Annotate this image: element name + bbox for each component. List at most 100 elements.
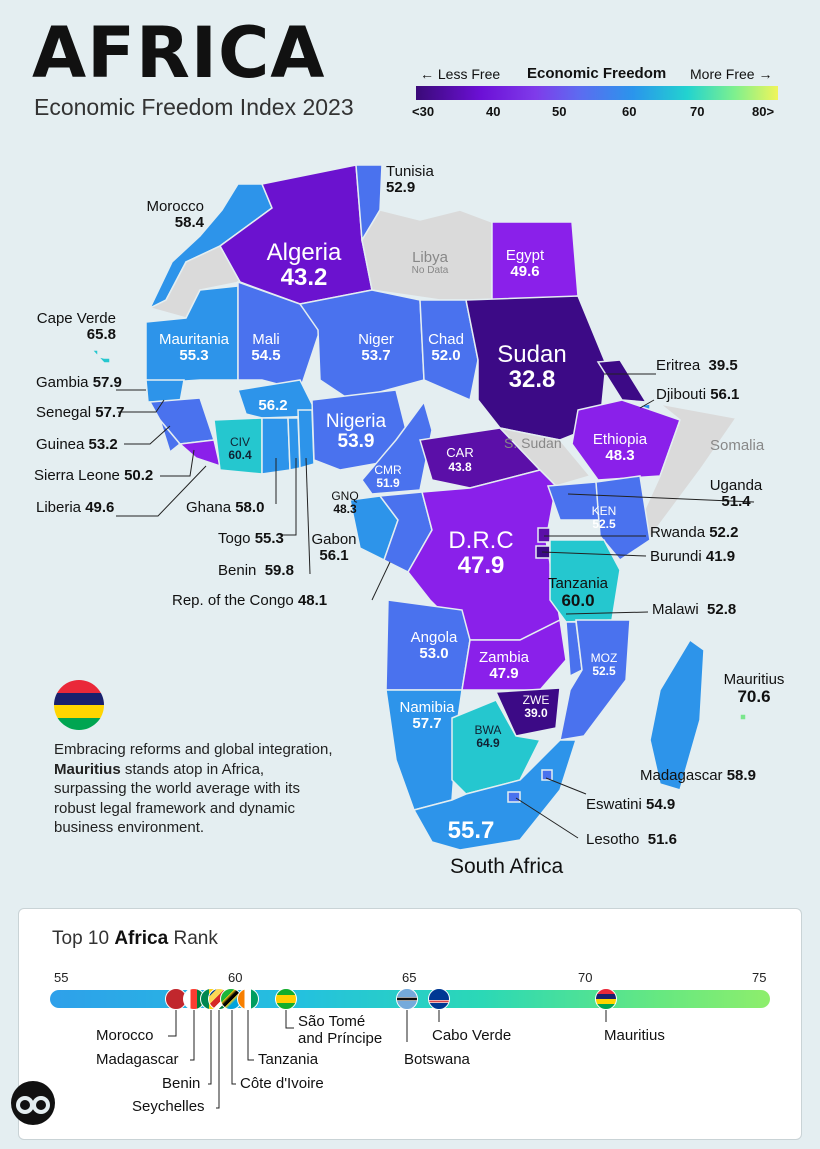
legend-more-free-label: More Free → — [690, 66, 773, 82]
flag-sao-tome-icon — [275, 988, 297, 1010]
region-botswana — [451, 699, 542, 795]
rank-title: Top 10 Africa Rank — [52, 928, 218, 949]
leader-lines — [116, 373, 755, 839]
region-mozambique — [559, 619, 631, 741]
africa-map — [90, 164, 755, 851]
label-civ: CIV 60.4 — [228, 435, 252, 462]
region-rwanda — [537, 527, 551, 543]
label-malawi: Malawi 52.8 — [652, 601, 737, 618]
mauritius-flag-icon — [54, 680, 104, 730]
label-egypt: Egypt 49.6 — [505, 247, 545, 280]
rank-label-seychelles: Seychelles — [132, 1098, 205, 1115]
label-botswana: BWA 64.9 — [474, 723, 502, 750]
flag-cabo-verde-icon — [428, 988, 450, 1010]
legend-less-free-label: ← Less Free — [420, 66, 501, 82]
page-title: AFRICA — [32, 12, 326, 94]
legend-tick: 50 — [552, 104, 567, 119]
label-eswatini: Eswatini 54.9 — [586, 796, 676, 813]
region-chad — [419, 299, 479, 402]
label-mali: Mali 54.5 — [251, 331, 281, 364]
region-sierra-leone — [159, 419, 182, 454]
label-burundi: Burundi 41.9 — [650, 548, 736, 565]
label-mauritania: Mauritania 55.3 — [158, 331, 230, 364]
region-south-sudan — [497, 426, 592, 487]
label-chad: Chad 52.0 — [428, 331, 464, 364]
label-senegal: Senegal 57.7 — [36, 404, 125, 421]
legend-tick: <30 — [412, 104, 435, 119]
label-burkina-faso: 56.2 — [258, 397, 288, 414]
brand-logo-icon — [11, 1081, 55, 1125]
rank-label-sao-tome: São Tomé and Príncipe — [298, 1013, 383, 1047]
label-guinea: Guinea 53.2 — [36, 436, 118, 453]
label-sudan: Sudan 32.8 — [497, 341, 567, 394]
rank-axis-tick: 75 — [752, 970, 767, 985]
label-algeria: Algeria 43.2 — [266, 239, 342, 292]
label-niger: Niger 53.7 — [358, 331, 394, 364]
region-liberia — [178, 439, 222, 468]
label-ghana: Ghana 58.0 — [186, 499, 265, 516]
label-mozambique: MOZ 52.5 — [590, 651, 618, 678]
legend-gradient-bar — [416, 86, 778, 100]
label-south-sudan: S. Sudan — [504, 435, 562, 451]
region-lesotho — [507, 791, 521, 803]
label-congo: Rep. of the Congo 48.1 — [172, 592, 328, 609]
label-zambia: Zambia 47.9 — [478, 649, 530, 682]
label-nigeria: Nigeria 53.9 — [325, 411, 387, 452]
legend-tick: 70 — [690, 104, 705, 119]
region-south-africa — [412, 739, 578, 851]
rank-label-cabo-verde: Cabo Verde — [432, 1027, 512, 1044]
label-gabon: Gabon 56.1 — [311, 531, 357, 564]
label-togo: Togo 55.3 — [218, 530, 284, 547]
label-gambia: Gambia 57.9 — [36, 374, 122, 391]
region-niger — [298, 289, 425, 401]
label-lesotho: Lesotho 51.6 — [586, 831, 677, 848]
legend-title: Economic Freedom — [527, 65, 667, 82]
region-burkina — [237, 379, 320, 419]
rank-leader-lines — [168, 1010, 607, 1109]
label-sierra-leone: Sierra Leone 50.2 — [34, 467, 154, 484]
rank-label-morocco: Morocco — [96, 1027, 154, 1044]
label-drc: D.R.C 47.9 — [448, 527, 514, 580]
region-senegal — [145, 379, 185, 403]
label-car: CAR 43.8 — [446, 445, 474, 474]
rank-label-tanzania: Tanzania — [258, 1051, 319, 1068]
flag-botswana-icon — [396, 988, 418, 1010]
label-cmr: CMR 51.9 — [374, 463, 402, 490]
page-subtitle: Economic Freedom Index 2023 — [34, 94, 354, 120]
flag-mauritius-icon — [595, 988, 617, 1010]
label-morocco: Morocco 58.4 — [146, 198, 204, 231]
label-eritrea: Eritrea 39.5 — [656, 357, 738, 374]
region-benin — [297, 409, 315, 469]
label-south-africa-value: 55.7 — [447, 817, 495, 844]
rank-axis-tick: 55 — [54, 970, 69, 985]
legend-tick: 60 — [622, 104, 637, 119]
label-benin: Benin 59.8 — [218, 562, 294, 579]
label-rwanda: Rwanda 52.2 — [650, 524, 739, 541]
legend-tick: 80> — [752, 104, 775, 119]
region-zimbabwe — [494, 687, 561, 737]
rank-axis-tick: 65 — [402, 970, 417, 985]
label-madagascar: Madagascar 58.9 — [640, 767, 756, 784]
rank-label-mauritius: Mauritius — [604, 1027, 665, 1044]
label-uganda: Uganda 51.4 — [709, 477, 763, 510]
label-tanzania: Tanzania 60.0 — [547, 575, 609, 610]
label-kenya: KEN 52.5 — [591, 504, 617, 531]
label-somalia: Somalia — [710, 437, 765, 454]
label-libya: Libya No Data — [411, 249, 449, 276]
label-tunisia: Tunisia 52.9 — [386, 163, 434, 196]
region-cape-verde-isles — [90, 349, 111, 364]
label-zimbabwe: ZWE 39.0 — [522, 693, 550, 720]
label-cape-verde: Cape Verde 65.8 — [36, 310, 116, 343]
label-liberia: Liberia 49.6 — [36, 499, 115, 516]
mauritius-note: Embracing reforms and global integration… — [54, 741, 333, 836]
rank-axis-tick: 60 — [228, 970, 243, 985]
label-gnq: GNQ 48.3 — [331, 489, 359, 516]
region-eritrea — [596, 359, 648, 403]
region-mauritius-island — [739, 713, 747, 721]
rank-label-madagascar: Madagascar — [96, 1051, 179, 1068]
label-djibouti: Djibouti 56.1 — [656, 386, 740, 403]
flag-cote-divoire-icon — [237, 988, 259, 1010]
label-angola: Angola 53.0 — [410, 629, 458, 662]
label-south-africa-name: South Africa — [450, 855, 564, 878]
label-namibia: Namibia 57.7 — [399, 699, 455, 732]
